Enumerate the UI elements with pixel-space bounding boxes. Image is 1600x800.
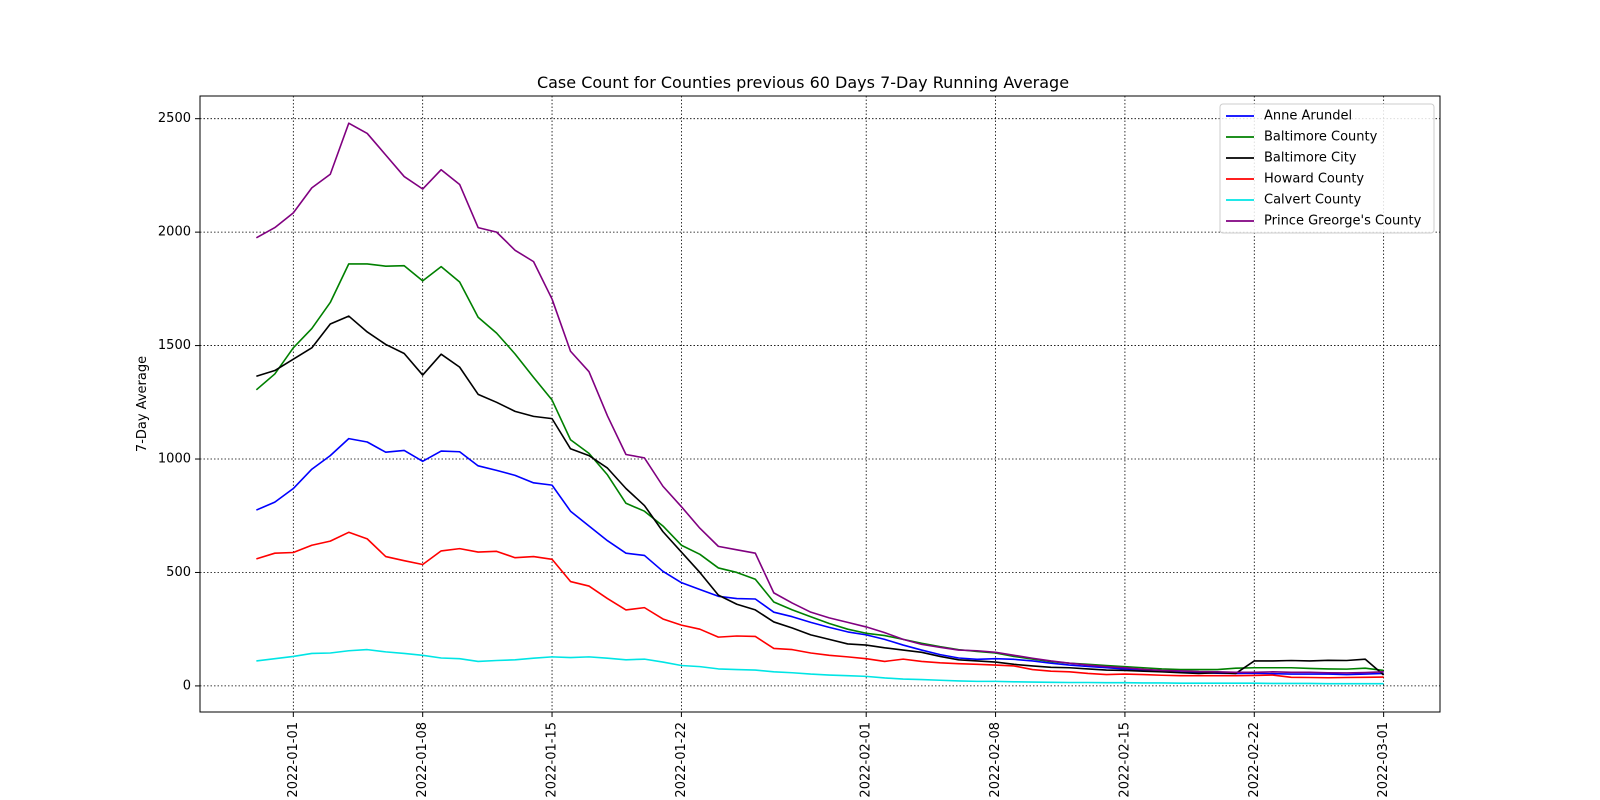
- x-tick-label: 2022-02-08: [988, 722, 1003, 798]
- legend-box: [1219, 103, 1435, 234]
- x-tick-label: 2022-03-01: [1376, 722, 1391, 798]
- legend: Anne Arundel Baltimore County Baltimore Ci…: [1219, 103, 1435, 234]
- x-tick-label: 2022-01-22: [674, 722, 689, 798]
- series-line-calvert-county: [256, 648, 1384, 685]
- y-tick-label: 2500: [158, 111, 191, 126]
- plot-frame: [199, 95, 1441, 713]
- x-tick-label: 2022-01-15: [545, 722, 560, 798]
- chart-title: Case Count for Counties previous 60 Days…: [537, 73, 1069, 92]
- y-tick-label: 0: [183, 678, 191, 693]
- legend-label: Howard County: [1264, 172, 1364, 187]
- series-lines: [255, 122, 1385, 685]
- y-axis: 0 500 1000 1500 2000 2500: [158, 111, 200, 693]
- series-line-anne-arundel: [256, 437, 1384, 676]
- x-tick-label: 2022-01-08: [415, 722, 430, 798]
- y-tick-label: 1500: [158, 338, 191, 353]
- x-tick-label: 2022-01-01: [286, 722, 301, 798]
- series-line-baltimore-city: [256, 315, 1385, 676]
- x-tick-label: 2022-02-22: [1247, 722, 1262, 798]
- series-line-howard-county: [256, 531, 1384, 679]
- x-tick-label: 2022-02-01: [859, 722, 874, 798]
- y-axis-label: 7-Day Average: [135, 356, 150, 452]
- legend-label: Baltimore City: [1264, 151, 1357, 166]
- x-axis: 2022-01-01 2022-01-08 2022-01-15 2022-01-22…: [286, 712, 1391, 798]
- y-tick-label: 500: [166, 565, 191, 580]
- legend-label: Calvert County: [1264, 193, 1362, 208]
- series-line-prince-greorge-s-county: [255, 122, 1384, 674]
- legend-label: Prince Greorge's County: [1264, 214, 1422, 229]
- y-tick-label: 1000: [158, 452, 191, 467]
- legend-label: Baltimore County: [1264, 130, 1378, 145]
- x-tick-label: 2022-02-15: [1117, 722, 1132, 798]
- series-line-baltimore-county: [255, 263, 1384, 672]
- legend-label: Anne Arundel: [1264, 109, 1352, 124]
- y-tick-label: 2000: [158, 225, 191, 240]
